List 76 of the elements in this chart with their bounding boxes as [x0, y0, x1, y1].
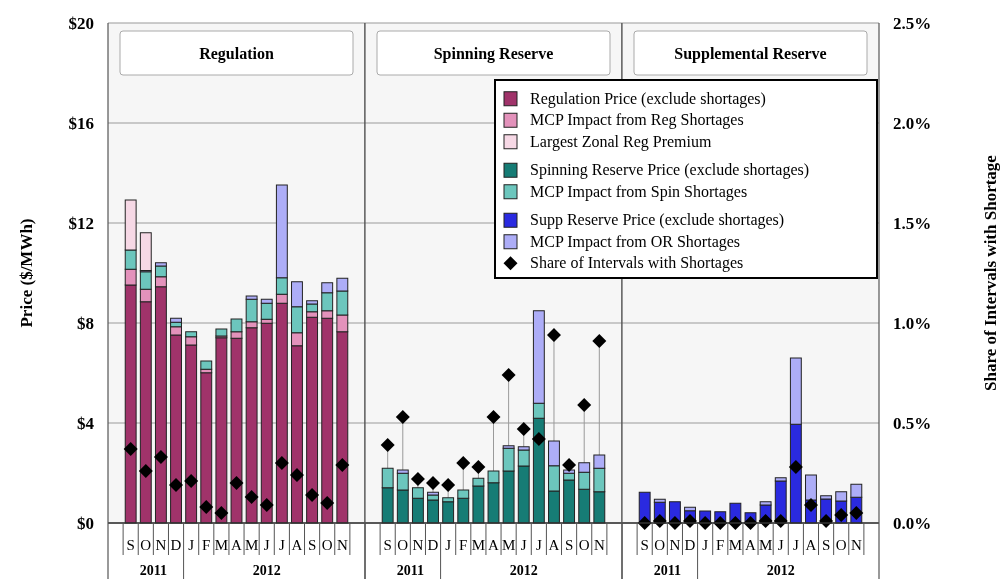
x-tick-label: M	[214, 537, 229, 553]
text: 2011	[139, 563, 167, 578]
x-tick-label: O	[140, 537, 152, 553]
x-tick-label: J	[278, 537, 285, 553]
y2-tick-label: 1.5%	[893, 214, 932, 233]
x-tick-label: N	[850, 537, 862, 553]
x-tick-label: N	[412, 537, 424, 553]
y-tick-label: $16	[68, 114, 94, 133]
legend-label: MCP Impact from OR Shortages	[530, 232, 741, 251]
y-tick-label: $12	[68, 214, 94, 233]
x-tick-label: M	[728, 537, 743, 553]
x-tick-label: N	[593, 537, 605, 553]
x-tick-label: D	[684, 537, 696, 553]
x-tick-label: J	[535, 537, 542, 553]
x-tick-label: S	[821, 537, 831, 553]
x-tick-label: M	[758, 537, 773, 553]
y2-tick-label: 0.0%	[893, 514, 932, 533]
x-tick-label: S	[564, 537, 574, 553]
text: Supplemental Reserve	[674, 45, 827, 63]
text: 2012	[509, 563, 538, 578]
x-tick-label: J	[792, 537, 799, 553]
y2-tick-label: 0.5%	[893, 414, 932, 433]
x-tick-label: J	[445, 537, 452, 553]
text: Spinning Reserve	[433, 45, 554, 63]
x-tick-label: M	[471, 537, 486, 553]
x-tick-label: J	[777, 537, 784, 553]
x-tick-label: S	[383, 537, 392, 553]
x-tick-label: A	[231, 537, 243, 553]
x-tick-label: A	[488, 537, 500, 553]
x-tick-label: D	[170, 537, 182, 553]
x-tick-label: A	[745, 537, 757, 553]
y2-tick-label: 2.0%	[893, 114, 932, 133]
x-tick-label: N	[669, 537, 681, 553]
x-tick-label: O	[397, 537, 409, 553]
x-tick-label: F	[459, 537, 468, 553]
x-tick-label: M	[501, 537, 516, 553]
y2-axis-title: Share of Intervals with Shortage	[981, 154, 1000, 391]
x-tick-label: N	[336, 537, 348, 553]
x-tick-label: O	[578, 537, 590, 553]
legend-label: MCP Impact from Spin Shortages	[530, 182, 748, 201]
x-tick-label: S	[307, 537, 317, 553]
x-tick-label: A	[805, 537, 817, 553]
x-tick-label: A	[548, 537, 560, 553]
legend-label: MCP Impact from Reg Shortages	[530, 111, 744, 130]
x-tick-label: J	[702, 537, 709, 553]
y-tick-label: $20	[68, 14, 94, 33]
y2-tick-label: 2.5%	[893, 14, 932, 33]
legend-label: Spinning Reserve Price (exclude shortages)	[530, 161, 810, 180]
y-tick-label: $4	[77, 414, 95, 433]
x-tick-label: O	[654, 537, 666, 553]
x-tick-label: O	[321, 537, 333, 553]
x-tick-label: J	[520, 537, 527, 553]
x-tick-label: J	[188, 537, 195, 553]
x-tick-label: D	[427, 537, 439, 553]
x-tick-label: F	[716, 537, 725, 553]
legend-label: Largest Zonal Reg Premium	[530, 132, 712, 151]
legend-label: Share of Intervals with Shortages	[530, 254, 744, 273]
x-tick-label: J	[263, 537, 270, 553]
text: Regulation	[199, 45, 274, 63]
x-tick-label: S	[126, 537, 135, 553]
x-tick-label: F	[202, 537, 211, 553]
x-tick-label: A	[291, 537, 303, 553]
x-tick-label: N	[155, 537, 167, 553]
text: 2012	[252, 563, 281, 578]
y-tick-label: $8	[77, 314, 94, 333]
x-tick-label: S	[640, 537, 649, 553]
text: 2011	[396, 563, 424, 578]
legend-label: Regulation Price (exclude shortages)	[530, 89, 766, 108]
y2-tick-label: 1.0%	[893, 314, 932, 333]
text: 2011	[653, 563, 681, 578]
y-axis-title: Price ($/MWh)	[17, 218, 36, 328]
text: 2012	[766, 563, 795, 578]
x-tick-label: M	[244, 537, 259, 553]
y-tick-label: $0	[77, 514, 94, 533]
legend-label: Supp Reserve Price (exclude shortages)	[530, 211, 785, 230]
x-tick-label: O	[835, 537, 847, 553]
